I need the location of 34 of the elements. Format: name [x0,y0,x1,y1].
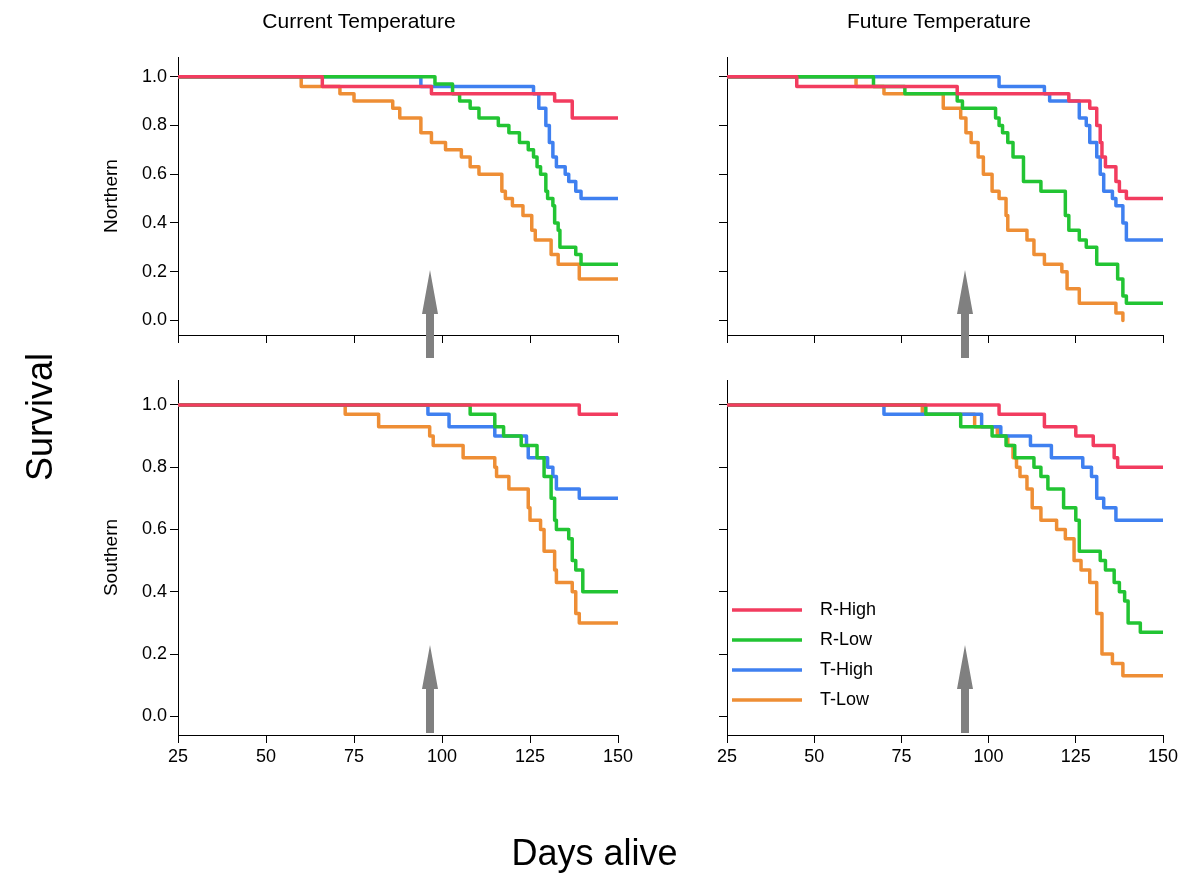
x-tick-label: 100 [973,745,1004,766]
y-axis-title: Northern [99,159,121,234]
y-tick-label: 0.0 [141,309,167,330]
y-tick-label: 0.2 [141,643,167,663]
y-tick-label: 0.8 [141,114,167,135]
y-tick-label: 0.8 [141,456,167,477]
x-tick-label: 50 [804,745,825,766]
y-tick-label: 0.4 [141,580,167,601]
x-tick-label: 25 [716,745,738,766]
x-tick-label: 75 [891,745,912,766]
y-tick-label: 0.0 [141,705,167,726]
legend-label: R-High [820,598,877,619]
y-tick-label: 0.6 [141,163,167,184]
legend-label: R-Low [820,628,874,649]
chart-title: Future Temperature [846,9,1032,33]
y-axis-title: Southern [99,518,121,597]
x-tick-label: 75 [343,745,365,766]
x-tick-label: 50 [255,745,277,766]
legend-label: T-High [820,658,874,679]
x-tick-label: 125 [514,745,546,766]
y-tick-label: 0.2 [141,260,167,281]
y-tick-label: 0.4 [141,211,167,232]
x-tick-label: 125 [1060,745,1091,766]
x-tick-label: 100 [426,745,458,766]
legend-label: T-Low [820,688,871,709]
x-axis-title: Days alive [510,832,679,874]
x-tick-label: 150 [602,745,634,766]
y-tick-label: 1.0 [141,65,167,86]
x-tick-label: 25 [167,745,189,766]
text: Survival [19,352,61,481]
chart-title: Current Temperature [262,9,456,33]
y-tick-label: 1.0 [141,393,167,414]
y-tick-label: 0.6 [141,518,167,539]
x-tick-label: 150 [1147,745,1179,766]
